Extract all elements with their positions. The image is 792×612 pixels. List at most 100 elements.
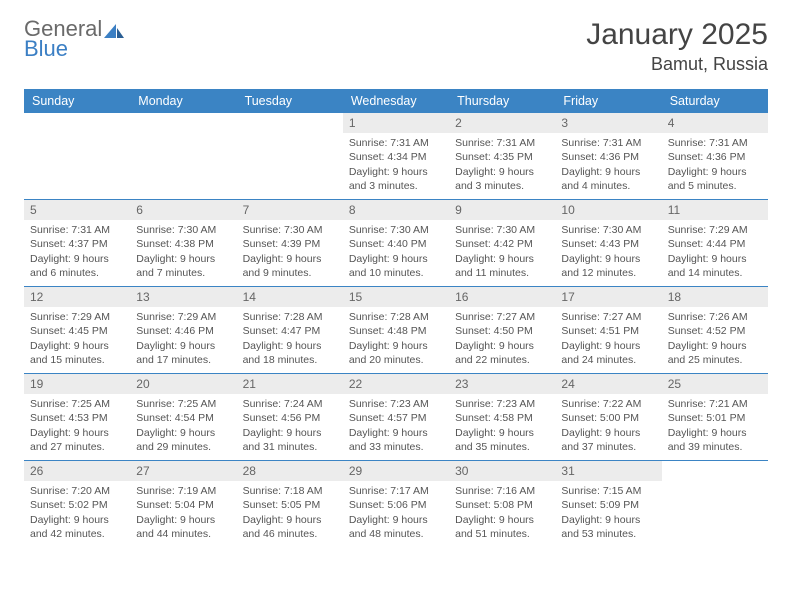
dow-wednesday: Wednesday bbox=[343, 89, 449, 113]
day-13: 13Sunrise: 7:29 AMSunset: 4:46 PMDayligh… bbox=[130, 287, 236, 373]
day-detail: Sunset: 4:37 PM bbox=[30, 237, 124, 251]
day-number: 2 bbox=[449, 113, 555, 133]
day-detail: Daylight: 9 hours and 33 minutes. bbox=[349, 426, 443, 454]
day-detail: Sunrise: 7:31 AM bbox=[349, 136, 443, 150]
calendar: SundayMondayTuesdayWednesdayThursdayFrid… bbox=[24, 89, 768, 547]
day-detail: Daylight: 9 hours and 3 minutes. bbox=[349, 165, 443, 193]
week-row: 12Sunrise: 7:29 AMSunset: 4:45 PMDayligh… bbox=[24, 287, 768, 374]
day-1: 1Sunrise: 7:31 AMSunset: 4:34 PMDaylight… bbox=[343, 113, 449, 199]
day-detail: Sunrise: 7:22 AM bbox=[561, 397, 655, 411]
day-detail: Sunset: 4:38 PM bbox=[136, 237, 230, 251]
day-detail: Sunrise: 7:15 AM bbox=[561, 484, 655, 498]
day-detail: Sunrise: 7:25 AM bbox=[30, 397, 124, 411]
day-20: 20Sunrise: 7:25 AMSunset: 4:54 PMDayligh… bbox=[130, 374, 236, 460]
day-number: 29 bbox=[343, 461, 449, 481]
day-31: 31Sunrise: 7:15 AMSunset: 5:09 PMDayligh… bbox=[555, 461, 661, 547]
day-detail: Daylight: 9 hours and 18 minutes. bbox=[243, 339, 337, 367]
day-detail: Daylight: 9 hours and 15 minutes. bbox=[30, 339, 124, 367]
day-18: 18Sunrise: 7:26 AMSunset: 4:52 PMDayligh… bbox=[662, 287, 768, 373]
day-21: 21Sunrise: 7:24 AMSunset: 4:56 PMDayligh… bbox=[237, 374, 343, 460]
day-22: 22Sunrise: 7:23 AMSunset: 4:57 PMDayligh… bbox=[343, 374, 449, 460]
day-detail: Sunrise: 7:17 AM bbox=[349, 484, 443, 498]
day-number: 5 bbox=[24, 200, 130, 220]
day-number: 13 bbox=[130, 287, 236, 307]
day-17: 17Sunrise: 7:27 AMSunset: 4:51 PMDayligh… bbox=[555, 287, 661, 373]
day-detail: Sunset: 4:56 PM bbox=[243, 411, 337, 425]
day-detail: Daylight: 9 hours and 5 minutes. bbox=[668, 165, 762, 193]
day-number: 8 bbox=[343, 200, 449, 220]
day-number: 26 bbox=[24, 461, 130, 481]
day-9: 9Sunrise: 7:30 AMSunset: 4:42 PMDaylight… bbox=[449, 200, 555, 286]
day-detail: Sunset: 4:35 PM bbox=[455, 150, 549, 164]
day-detail: Daylight: 9 hours and 9 minutes. bbox=[243, 252, 337, 280]
day-detail: Daylight: 9 hours and 46 minutes. bbox=[243, 513, 337, 541]
day-detail: Sunrise: 7:20 AM bbox=[30, 484, 124, 498]
day-detail: Daylight: 9 hours and 35 minutes. bbox=[455, 426, 549, 454]
day-detail: Sunrise: 7:24 AM bbox=[243, 397, 337, 411]
day-detail: Daylight: 9 hours and 51 minutes. bbox=[455, 513, 549, 541]
day-detail: Sunrise: 7:18 AM bbox=[243, 484, 337, 498]
day-detail: Daylight: 9 hours and 48 minutes. bbox=[349, 513, 443, 541]
day-24: 24Sunrise: 7:22 AMSunset: 5:00 PMDayligh… bbox=[555, 374, 661, 460]
day-empty bbox=[662, 461, 768, 547]
day-detail: Sunrise: 7:29 AM bbox=[30, 310, 124, 324]
day-26: 26Sunrise: 7:20 AMSunset: 5:02 PMDayligh… bbox=[24, 461, 130, 547]
day-number: 12 bbox=[24, 287, 130, 307]
day-15: 15Sunrise: 7:28 AMSunset: 4:48 PMDayligh… bbox=[343, 287, 449, 373]
day-detail: Daylight: 9 hours and 29 minutes. bbox=[136, 426, 230, 454]
day-detail: Sunrise: 7:26 AM bbox=[668, 310, 762, 324]
day-detail: Sunset: 5:09 PM bbox=[561, 498, 655, 512]
day-4: 4 Sunrise: 7:31 AMSunset: 4:36 PMDaylight… bbox=[662, 113, 768, 199]
day-29: 29Sunrise: 7:17 AMSunset: 5:06 PMDayligh… bbox=[343, 461, 449, 547]
day-detail: Sunrise: 7:31 AM bbox=[561, 136, 655, 150]
header: General Blue January 2025 Bamut, Russia bbox=[24, 18, 768, 75]
logo-part2: Blue bbox=[24, 38, 124, 60]
day-detail: Sunrise: 7:27 AM bbox=[455, 310, 549, 324]
day-detail: Sunrise: 7:30 AM bbox=[455, 223, 549, 237]
week-row: 1Sunrise: 7:31 AMSunset: 4:34 PMDaylight… bbox=[24, 113, 768, 200]
day-detail: Sunset: 5:00 PM bbox=[561, 411, 655, 425]
day-detail: Sunrise: 7:31 AM bbox=[668, 136, 762, 150]
day-number: 20 bbox=[130, 374, 236, 394]
day-3: 3Sunrise: 7:31 AMSunset: 4:36 PMDaylight… bbox=[555, 113, 661, 199]
day-number: 9 bbox=[449, 200, 555, 220]
day-6: 6Sunrise: 7:30 AMSunset: 4:38 PMDaylight… bbox=[130, 200, 236, 286]
title-block: January 2025 Bamut, Russia bbox=[586, 18, 768, 75]
day-detail: Sunset: 4:34 PM bbox=[349, 150, 443, 164]
day-number: 11 bbox=[662, 200, 768, 220]
day-detail: Daylight: 9 hours and 20 minutes. bbox=[349, 339, 443, 367]
day-detail: Sunrise: 7:27 AM bbox=[561, 310, 655, 324]
day-30: 30Sunrise: 7:16 AMSunset: 5:08 PMDayligh… bbox=[449, 461, 555, 547]
day-10: 10Sunrise: 7:30 AMSunset: 4:43 PMDayligh… bbox=[555, 200, 661, 286]
day-number: 14 bbox=[237, 287, 343, 307]
day-8: 8Sunrise: 7:30 AMSunset: 4:40 PMDaylight… bbox=[343, 200, 449, 286]
day-number: 16 bbox=[449, 287, 555, 307]
day-detail: Sunrise: 7:28 AM bbox=[243, 310, 337, 324]
day-detail: Sunset: 4:58 PM bbox=[455, 411, 549, 425]
dow-thursday: Thursday bbox=[449, 89, 555, 113]
day-number: 21 bbox=[237, 374, 343, 394]
day-number: 19 bbox=[24, 374, 130, 394]
week-row: 5 Sunrise: 7:31 AMSunset: 4:37 PM Daylight… bbox=[24, 200, 768, 287]
day-detail: Daylight: 9 hours and 27 minutes. bbox=[30, 426, 124, 454]
day-detail: Sunrise: 7:29 AM bbox=[668, 223, 762, 237]
day-detail: Sunset: 4:53 PM bbox=[30, 411, 124, 425]
day-detail: Sunset: 4:51 PM bbox=[561, 324, 655, 338]
day-detail: Sunrise: 7:31 AM bbox=[455, 136, 549, 150]
day-detail: Sunrise: 7:31 AM bbox=[30, 223, 124, 237]
day-number: 4 bbox=[662, 113, 768, 133]
day-detail: Sunset: 4:36 PM bbox=[668, 150, 762, 164]
day-detail: Sunset: 4:52 PM bbox=[668, 324, 762, 338]
day-detail: Daylight: 9 hours and 53 minutes. bbox=[561, 513, 655, 541]
day-number: 17 bbox=[555, 287, 661, 307]
day-detail: Sunset: 4:39 PM bbox=[243, 237, 337, 251]
day-detail: Sunset: 4:47 PM bbox=[243, 324, 337, 338]
day-detail: Daylight: 9 hours and 22 minutes. bbox=[455, 339, 549, 367]
month-title: January 2025 bbox=[586, 18, 768, 52]
day-detail: Daylight: 9 hours and 3 minutes. bbox=[455, 165, 549, 193]
day-number: 3 bbox=[555, 113, 661, 133]
day-detail: Daylight: 9 hours and 7 minutes. bbox=[136, 252, 230, 280]
day-detail: Sunset: 5:02 PM bbox=[30, 498, 124, 512]
day-detail: Sunset: 5:01 PM bbox=[668, 411, 762, 425]
day-detail: Daylight: 9 hours and 39 minutes. bbox=[668, 426, 762, 454]
